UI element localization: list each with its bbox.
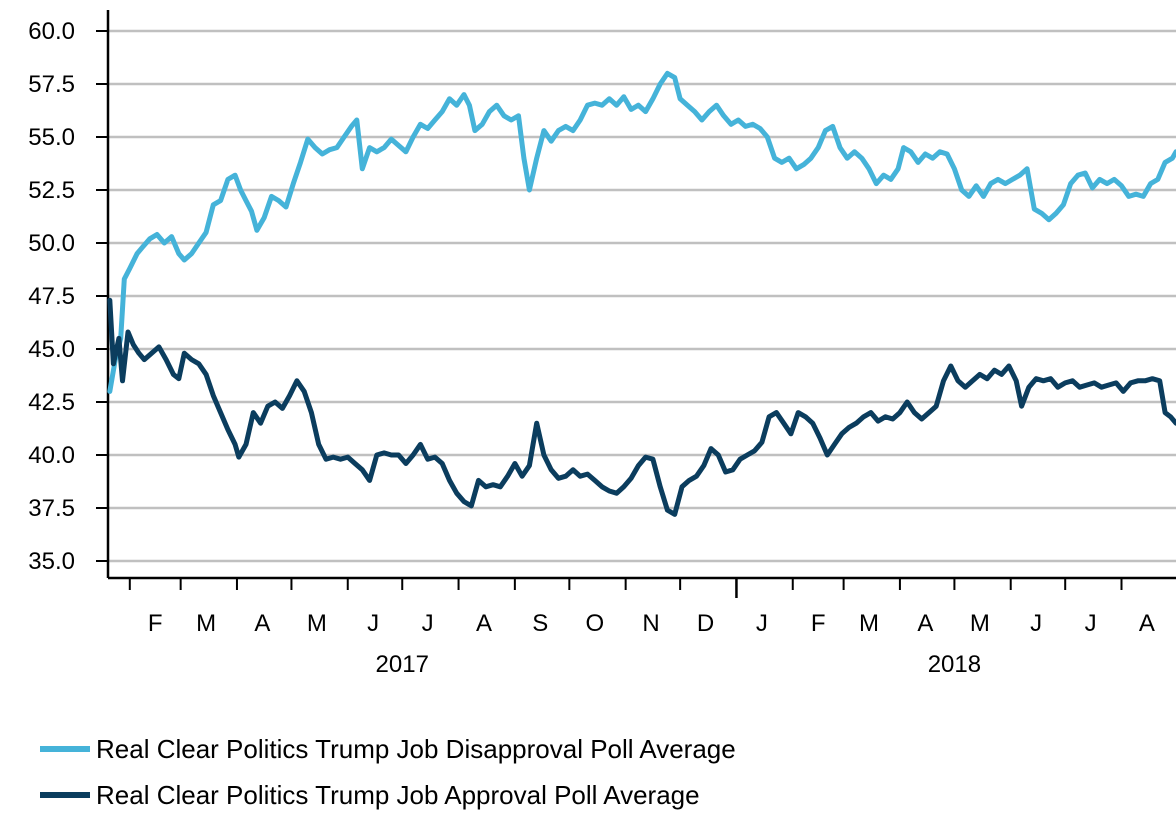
y-tick-label: 40.0 [28,442,75,469]
legend-label-approval: Real Clear Politics Trump Job Approval P… [96,779,700,810]
x-tick-label: N [642,610,659,637]
y-tick-label: 50.0 [28,230,75,257]
x-tick-label: J [367,610,379,637]
y-tick-label: 37.5 [28,495,75,522]
series-lines [107,70,1176,517]
x-tick-label: A [254,610,270,637]
x-tick-label: F [148,610,163,637]
x-tick-label: A [476,610,492,637]
legend-label-disapproval: Real Clear Politics Trump Job Disapprova… [96,733,736,764]
y-tick-label: 57.5 [28,71,75,98]
x-tick-label: M [196,610,216,637]
year-label: 2018 [928,651,981,678]
y-tick-label: 45.0 [28,336,75,363]
y-tick-label: 42.5 [28,389,75,416]
x-tick-label: J [756,610,768,637]
year-label: 2017 [376,651,429,678]
x-tick-label: J [1085,610,1097,637]
legend-item-disapproval: Real Clear Politics Trump Job Disapprova… [40,726,736,772]
y-tick-label: 55.0 [28,124,75,151]
x-tick-label: F [811,610,826,637]
gridlines [108,29,1176,563]
x-tick-label: M [859,610,879,637]
x-tick-label: D [697,610,714,637]
series-line-approval [107,297,1176,517]
x-tick-label: A [917,610,933,637]
x-tick-label: J [1030,610,1042,637]
legend-item-approval: Real Clear Politics Trump Job Approval P… [40,772,736,818]
x-tick-label: M [307,610,327,637]
x-tick-label: J [422,610,434,637]
y-tick-label: 52.5 [28,177,75,204]
legend: Real Clear Politics Trump Job Disapprova… [40,726,736,818]
legend-swatch-approval [40,792,90,798]
x-tick-label: A [1139,610,1155,637]
y-tick-label: 60.0 [28,18,75,45]
y-tick-label: 47.5 [28,283,75,310]
legend-swatch-disapproval [40,746,90,752]
x-axis: F M A M J J A S O N D J F M A M J J A 2017 2018 [108,576,1176,678]
x-tick-label: M [970,610,990,637]
x-tick-label: O [585,610,604,637]
series-line-disapproval [107,70,1176,394]
x-tick-label: S [532,610,548,637]
y-tick-label: 35.0 [28,548,75,575]
line-chart: 60.0 57.5 55.0 52.5 50.0 47.5 45.0 42.5 40.0 37.5… [28,10,1176,678]
y-axis: 60.0 57.5 55.0 52.5 50.0 47.5 45.0 42.5 40.0 37.5… [28,10,110,578]
